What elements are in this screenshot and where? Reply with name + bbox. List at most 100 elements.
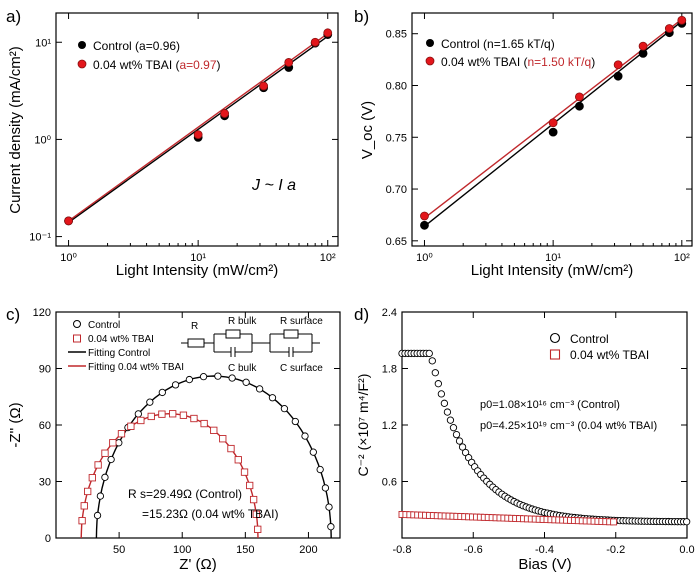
- legend-marker-control: [73, 320, 81, 328]
- data-point: [240, 468, 249, 476]
- data-point: [638, 41, 648, 51]
- data-point: [548, 127, 558, 137]
- data-point: [677, 15, 687, 25]
- panel-b-ticks: 10⁰ 10¹ 10² 0.65 0.70 0.75 0.80 0.85: [386, 13, 692, 264]
- data-point: [325, 503, 333, 511]
- data-point: [199, 372, 208, 381]
- panel-c-legend: Control 0.04 wt% TBAI Fitting Control Fi…: [68, 320, 184, 373]
- circuit-label-csurface: C surface: [280, 363, 323, 374]
- legend-marker-tbai: [73, 334, 81, 343]
- panel-a-points: [64, 28, 333, 226]
- panel-c-ticks: 50 100 150 200 0 30 60 90 120: [33, 307, 340, 556]
- data-point: [185, 375, 194, 384]
- y-tick-label: 120: [33, 307, 51, 319]
- data-point: [425, 349, 433, 358]
- circuit-label-cbulk: C bulk: [228, 363, 257, 374]
- circuit-resistor: [187, 338, 205, 348]
- data-point: [147, 412, 155, 421]
- panel-a-legend: Control (a=0.96) 0.04 wt% TBAI (a=0.97): [77, 39, 221, 72]
- data-point: [84, 487, 92, 496]
- data-point: [210, 426, 218, 435]
- data-point: [310, 37, 320, 47]
- y-tick-label: 10⁰: [34, 134, 51, 146]
- y-tick-label: 0: [45, 533, 51, 545]
- legend-a-control: Control (a=0.96): [93, 39, 180, 53]
- panel-a-ylabel: Current density (mA/cm²): [7, 46, 24, 214]
- panel-c-points: [78, 372, 335, 533]
- data-point: [109, 439, 117, 447]
- data-point: [309, 448, 317, 456]
- y-tick-label: 10⁻¹: [29, 232, 51, 244]
- data-point: [249, 495, 258, 504]
- panel-d-annotation-1: p0=1.08×10¹⁶ cm⁻³ (Control): [480, 399, 620, 411]
- legend-b-tbai-prefix: 0.04 wt% TBAI (: [441, 55, 527, 69]
- data-point: [171, 381, 180, 389]
- data-point: [420, 220, 429, 230]
- x-tick-label: -0.2: [606, 544, 625, 556]
- data-point: [115, 439, 123, 447]
- legend-marker-control: [426, 39, 434, 47]
- data-point: [227, 444, 235, 453]
- data-point: [323, 28, 333, 38]
- y-tick-label: 0.85: [386, 29, 407, 41]
- panel-d-label: d): [354, 305, 369, 324]
- y-tick-label: 0.70: [386, 184, 407, 196]
- data-point: [78, 517, 86, 525]
- data-point: [101, 449, 109, 457]
- data-point: [127, 422, 135, 430]
- circuit-resistor-bulk: [225, 329, 241, 339]
- data-point: [682, 518, 691, 526]
- data-point: [575, 101, 584, 111]
- data-point: [291, 417, 299, 426]
- data-point: [80, 502, 88, 510]
- data-point: [193, 130, 203, 140]
- y-tick-label: 0.65: [386, 236, 407, 248]
- data-point: [255, 385, 264, 393]
- x-tick-label: -0.8: [393, 544, 412, 556]
- panel-b-xlabel: Light Intensity (mW/cm²): [471, 262, 634, 279]
- panel-a-ticks: 10⁰ 10¹ 10² 10⁻¹ 10⁰ 10¹: [29, 13, 338, 264]
- y-tick-label: 1.2: [382, 420, 397, 432]
- x-tick-label: 10¹: [545, 252, 561, 264]
- legend-a-tbai-value: a=0.97: [179, 58, 216, 72]
- y-tick-label: 90: [39, 364, 51, 376]
- data-point: [428, 357, 436, 365]
- x-tick-label: 10²: [674, 252, 690, 264]
- data-point: [452, 430, 461, 439]
- panel-d-legend: Control 0.04 wt% TBAI: [549, 332, 649, 362]
- data-point: [268, 394, 277, 402]
- data-point: [440, 399, 449, 407]
- legend-marker-tbai: [549, 349, 561, 360]
- data-point: [101, 473, 109, 481]
- data-point: [179, 411, 188, 419]
- data-point: [146, 398, 154, 406]
- panel-a-xlabel: Light Intensity (mW/cm²): [116, 262, 279, 279]
- data-point: [64, 216, 73, 226]
- circuit-label-rsurface: R surface: [280, 316, 323, 327]
- data-point: [246, 481, 254, 490]
- data-point: [610, 518, 618, 526]
- y-tick-label: 0.80: [386, 80, 407, 92]
- data-point: [93, 511, 102, 520]
- data-point: [284, 58, 294, 67]
- fit-line: [68, 32, 329, 222]
- data-point: [117, 430, 126, 438]
- legend-a-tbai-close: ): [217, 58, 221, 72]
- data-point: [455, 437, 464, 445]
- legend-c-2: Fitting Control: [88, 348, 150, 359]
- panel-c-xlabel: Z' (Ω): [179, 556, 216, 573]
- x-tick-label: 10⁰: [416, 252, 433, 264]
- panel-b-points: [420, 15, 687, 230]
- legend-b-control: Control (n=1.65 kT/q): [441, 37, 555, 51]
- data-point: [228, 374, 236, 382]
- legend-marker-control: [78, 41, 86, 49]
- legend-c-3: Fitting 0.04 wt% TBAI: [88, 362, 184, 373]
- x-tick-label: -0.4: [535, 544, 554, 556]
- y-tick-label: 10¹: [35, 37, 51, 49]
- data-point: [301, 432, 309, 440]
- panel-d-ylabel: C⁻² (×10⁷ m⁴/F²): [355, 374, 371, 477]
- panel-d-annotation-2: p0=4.25×10¹⁹ cm⁻³ (0.04 wt% TBAI): [480, 420, 657, 432]
- data-point: [316, 465, 324, 474]
- y-tick-label: 0.6: [382, 477, 397, 489]
- panel-c: c) 50 100 150 200 0 30 60 90 120 Control 0.04 wt…: [6, 305, 341, 573]
